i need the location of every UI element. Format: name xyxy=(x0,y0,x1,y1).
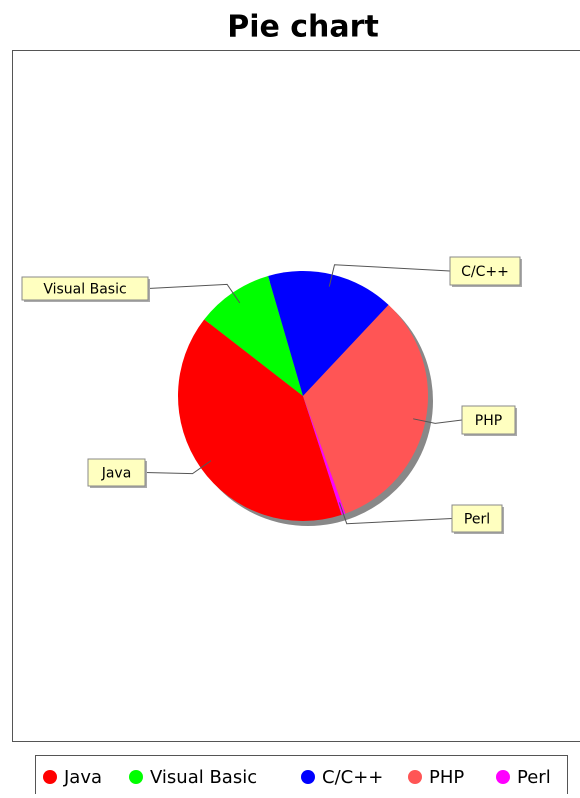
chart-title: Pie chart xyxy=(227,10,379,45)
legend-marker xyxy=(43,770,57,784)
legend-label: C/C++ xyxy=(322,767,383,788)
slice-label: Perl xyxy=(464,512,490,528)
legend-marker xyxy=(129,770,143,784)
slice-label: C/C++ xyxy=(461,264,509,280)
legend-label: PHP xyxy=(429,767,464,788)
slice-label: Java xyxy=(101,466,132,482)
legend-label: Perl xyxy=(517,767,551,788)
slice-label: Visual Basic xyxy=(43,282,126,298)
legend-marker xyxy=(496,770,510,784)
legend-marker xyxy=(408,770,422,784)
slice-label: PHP xyxy=(475,413,502,429)
legend-marker xyxy=(301,770,315,784)
legend-label: Java xyxy=(63,767,102,788)
legend-label: Visual Basic xyxy=(150,767,257,788)
